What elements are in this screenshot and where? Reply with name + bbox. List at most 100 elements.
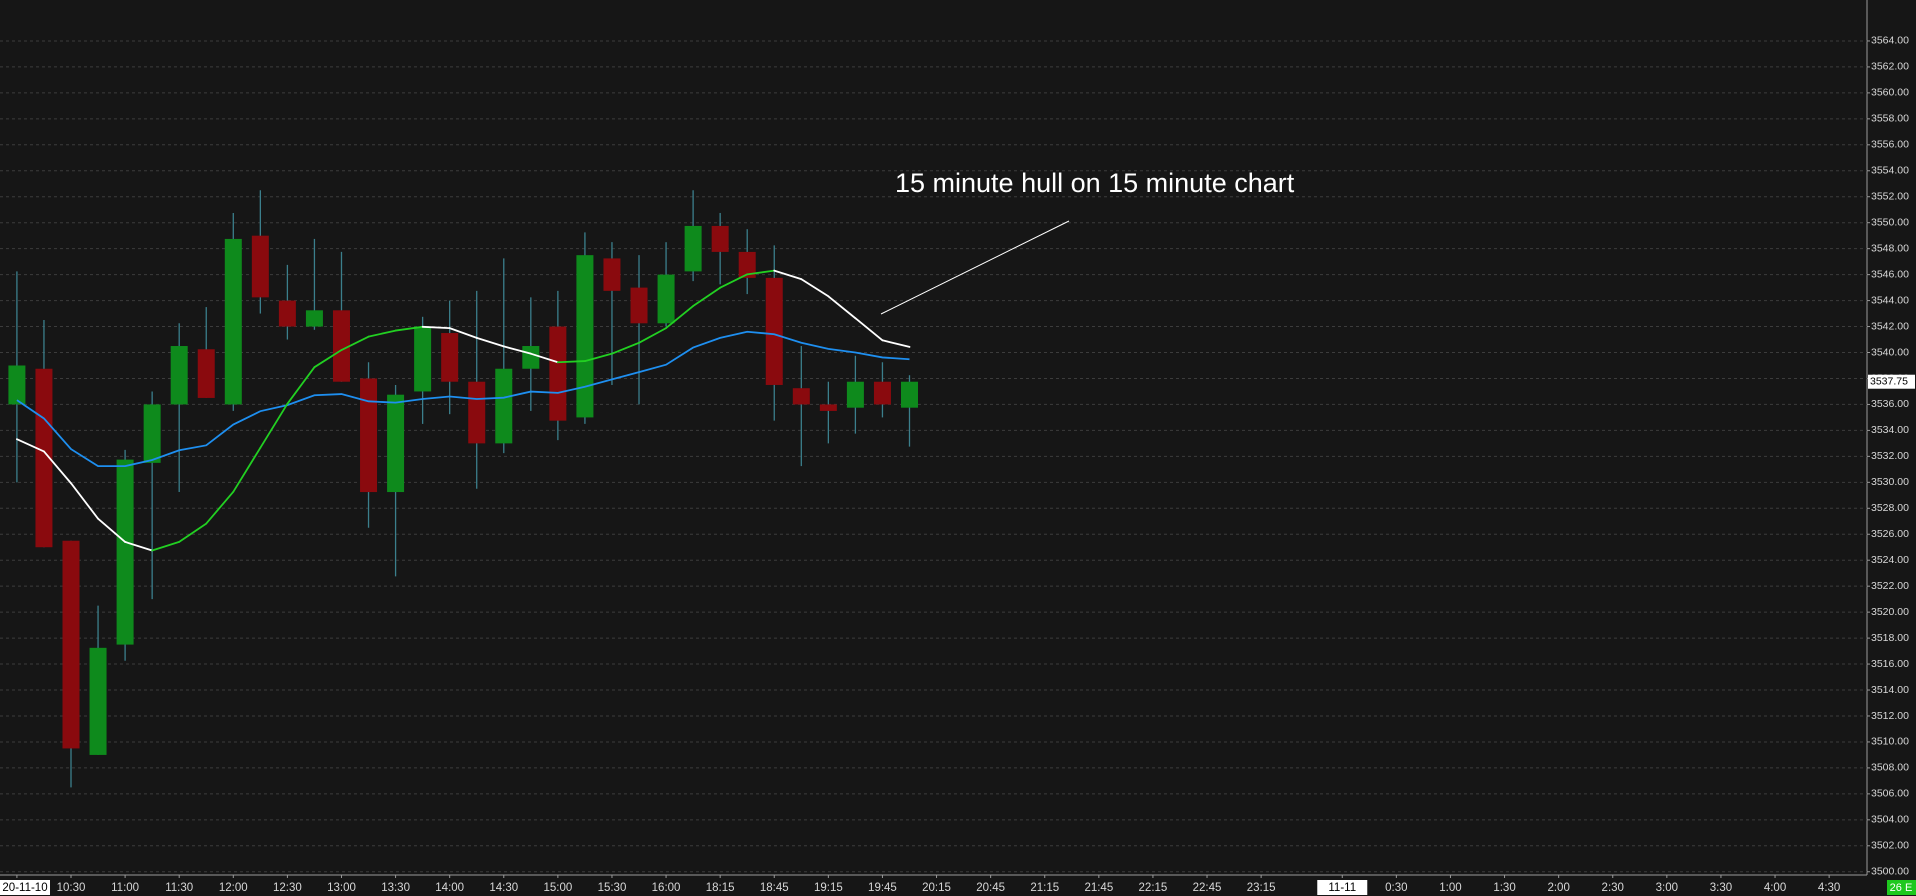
hull-line-segment	[205, 490, 235, 525]
y-tick-label: 3520.00	[1871, 606, 1909, 618]
candle-body	[62, 540, 80, 749]
y-tick-label: 3510.00	[1871, 736, 1909, 748]
hull-line-segment	[746, 269, 776, 276]
candle-body	[900, 381, 918, 408]
y-tick-label: 3518.00	[1871, 632, 1909, 644]
x-tick-label: 15:00	[543, 882, 572, 894]
candle-body	[819, 404, 837, 411]
y-tick-label: 3530.00	[1871, 476, 1909, 488]
candle-body	[197, 349, 215, 398]
candle-body	[414, 326, 432, 392]
y-tick-label: 3544.00	[1871, 294, 1909, 306]
x-tick-label: 4:30	[1818, 882, 1840, 894]
candle-body	[8, 365, 26, 405]
hull-line-segment	[43, 450, 72, 485]
hull-line-segment	[232, 446, 262, 493]
y-tick-label: 3564.00	[1871, 35, 1909, 47]
candle-body	[576, 255, 594, 418]
candle-body	[305, 310, 323, 327]
y-tick-label: 3516.00	[1871, 658, 1909, 670]
hull-line-segment	[124, 541, 154, 552]
y-tick-label: 3550.00	[1871, 216, 1909, 228]
x-tick-label: 14:00	[435, 882, 464, 894]
corner-label-bg	[1887, 880, 1916, 895]
y-tick-label: 3540.00	[1871, 346, 1909, 358]
candle-body	[603, 258, 621, 291]
candle-body	[630, 287, 648, 324]
ema-line	[16, 330, 910, 467]
x-tick-label: 3:00	[1656, 882, 1678, 894]
y-tick-label: 3522.00	[1871, 580, 1909, 592]
candle-body	[711, 225, 729, 252]
x-tick-label: 14:30	[489, 882, 518, 894]
candle-body	[684, 225, 702, 272]
hull-line-segment	[665, 305, 695, 330]
x-tick-label: 11:30	[165, 882, 193, 894]
hull-line-segment	[313, 349, 343, 369]
hull-line-segment	[773, 269, 803, 281]
y-tick-label: 3502.00	[1871, 840, 1909, 852]
x-tick-label: 0:30	[1385, 882, 1407, 894]
x-tick-label: 13:30	[381, 882, 410, 894]
candle-body	[387, 394, 405, 493]
hull-line-segment	[502, 345, 532, 355]
hull-line-segment	[692, 286, 722, 307]
y-tick-label: 3508.00	[1871, 762, 1909, 774]
hull-line-segment	[448, 327, 478, 339]
date-label-bg	[1317, 880, 1368, 895]
last-price-box	[1868, 374, 1915, 389]
annotation-arrow	[880, 220, 1070, 315]
x-tick-label: 2:30	[1602, 882, 1624, 894]
hull-line-segment	[151, 541, 181, 552]
x-tick-label: 19:15	[814, 882, 843, 894]
x-tick-label: 12:00	[219, 882, 248, 894]
candle-body	[35, 368, 53, 548]
hull-line-segment	[97, 517, 126, 543]
y-tick-label: 3528.00	[1871, 502, 1909, 514]
x-tick-label: 23:15	[1247, 882, 1276, 894]
candle-body	[224, 238, 242, 405]
candle-body	[251, 235, 269, 298]
candle-body	[792, 388, 810, 405]
x-tick-label: 20:15	[922, 882, 951, 894]
hull-line-segment	[367, 329, 397, 338]
hull-line-segment	[340, 335, 370, 351]
hull-line-segment	[178, 522, 208, 543]
y-tick-label: 3524.00	[1871, 554, 1909, 566]
y-tick-label: 3532.00	[1871, 450, 1909, 462]
y-tick-label: 3534.00	[1871, 424, 1909, 436]
x-tick-label: 2:00	[1547, 882, 1569, 894]
candle-body	[332, 310, 350, 382]
candle-body	[549, 326, 567, 421]
date-label-bg	[0, 880, 50, 895]
hull-line-segment	[394, 325, 424, 332]
y-tick-label: 3504.00	[1871, 814, 1909, 826]
hull-line-segment	[827, 295, 857, 320]
x-tick-label: 15:30	[598, 882, 627, 894]
candle-body	[278, 300, 296, 327]
hull-line-segment	[800, 278, 830, 298]
annotation: 15 minute hull on 15 minute chart	[895, 168, 1295, 198]
y-tick-label: 3546.00	[1871, 268, 1909, 280]
candle-body	[846, 381, 864, 408]
x-tick-label: 19:45	[868, 882, 897, 894]
candle-body	[738, 251, 756, 278]
x-tick-label: 1:00	[1439, 882, 1461, 894]
y-tick-label: 3542.00	[1871, 320, 1909, 332]
x-tick-label: 1:30	[1493, 882, 1515, 894]
hull-line-segment	[638, 327, 667, 344]
x-tick-label: 13:00	[327, 882, 356, 894]
hull-line-segment	[286, 366, 316, 405]
y-tick-label: 3556.00	[1871, 139, 1909, 151]
candle-body	[657, 274, 675, 324]
candle-body	[360, 378, 378, 493]
candle-body	[89, 647, 107, 755]
y-tick-label: 3562.00	[1871, 61, 1909, 73]
hull-line-segment	[475, 336, 505, 348]
y-tick-label: 3560.00	[1871, 87, 1909, 99]
y-tick-label: 3558.00	[1871, 113, 1909, 125]
y-tick-label: 3526.00	[1871, 528, 1909, 540]
x-tick-label: 21:15	[1030, 882, 1059, 894]
